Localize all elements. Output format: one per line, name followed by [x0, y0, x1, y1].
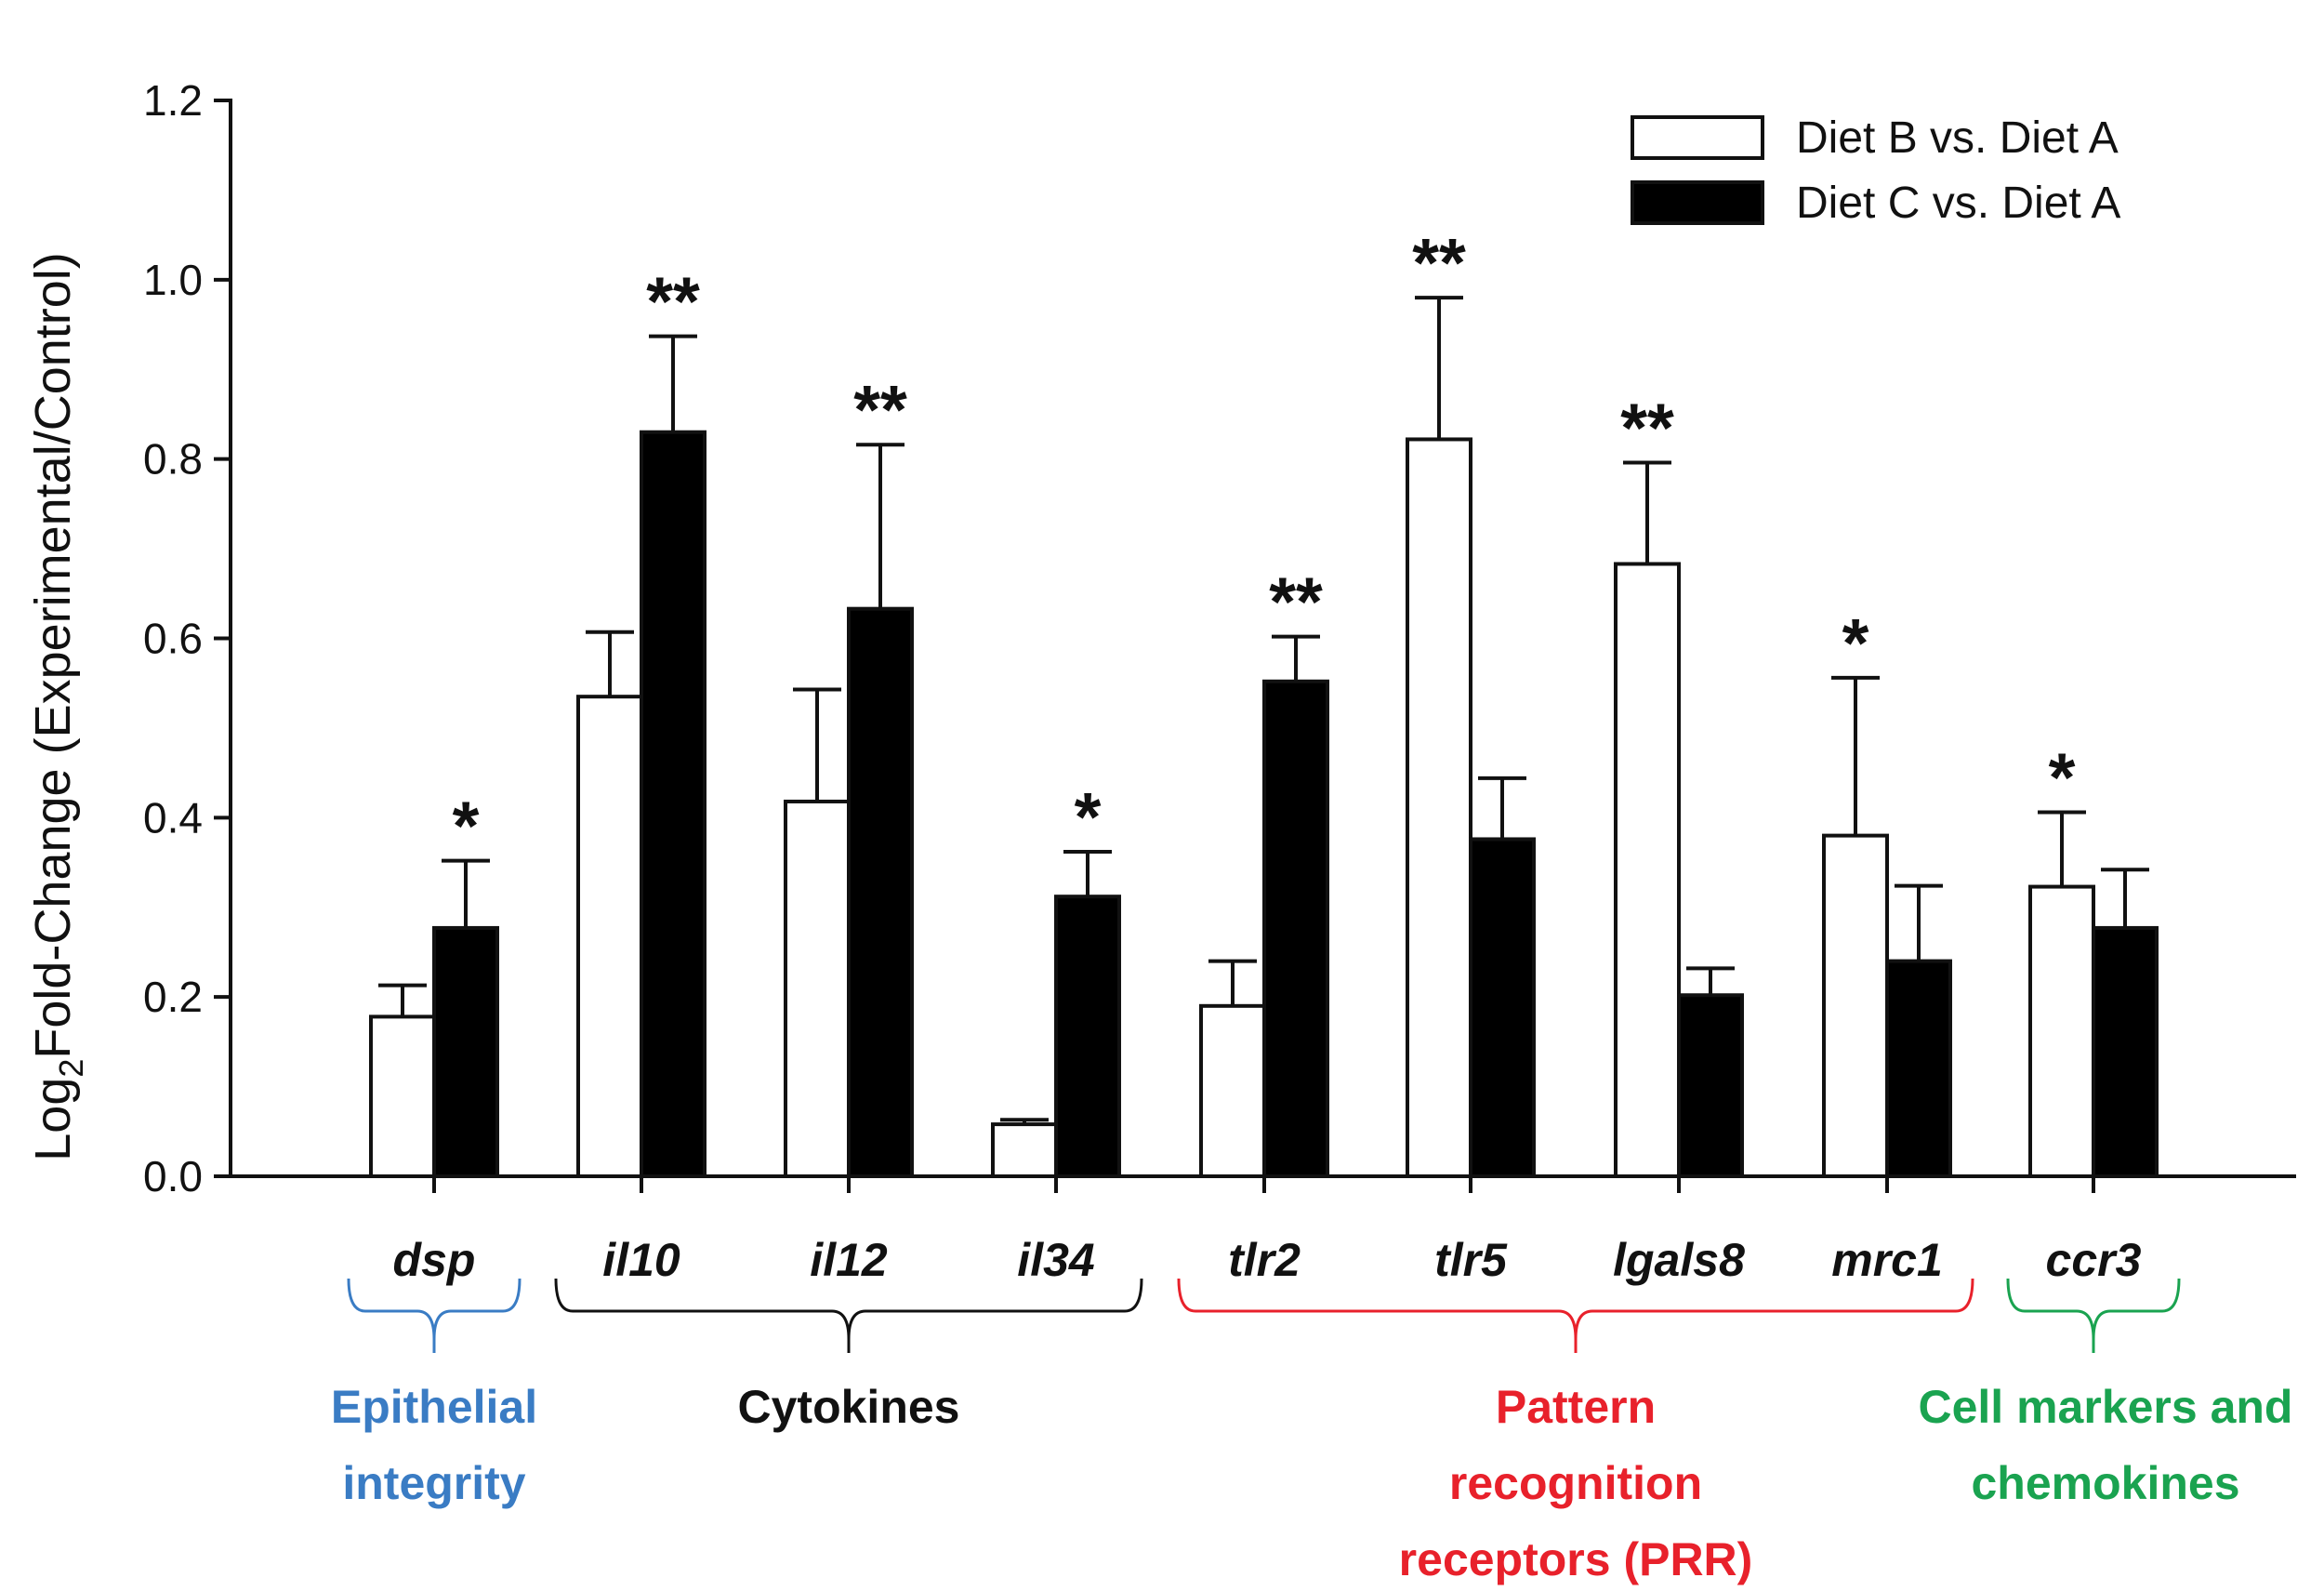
bar-lgals8-diet-b	[1614, 562, 1681, 1178]
y-axis: 0.0 0.2 0.4 0.6 0.8 1.0 1.2	[143, 76, 232, 1200]
group-label-line: receptors (PRR)	[1399, 1533, 1753, 1585]
bar-mrc1-diet-b	[1822, 833, 1889, 1178]
gene-label-lgals8: lgals8	[1613, 1234, 1745, 1286]
significance-marker: **	[1269, 563, 1323, 641]
group-label-line: recognition	[1449, 1457, 1702, 1509]
bar-il10-diet-c	[640, 430, 706, 1179]
bar-tlr5-diet-c	[1469, 837, 1536, 1178]
y-axis-title: Log2Fold-Change (Experimental/Control)	[25, 252, 90, 1161]
legend-swatch-diet-b	[1631, 115, 1764, 160]
group-label-line: Epithelial	[331, 1381, 537, 1433]
significance-markers: **************	[453, 224, 2076, 864]
bars	[369, 430, 2159, 1179]
bar-tlr5-diet-b	[1406, 437, 1472, 1178]
y-tick-label: 0.4	[143, 793, 203, 842]
group-label-line: Cytokines	[738, 1381, 960, 1433]
bar-mrc1-diet-c	[1885, 959, 1952, 1178]
gene-labels: dsp il10 il12 il34 tlr2 tlr5 lgals8 mrc1 ccr3	[393, 1234, 2142, 1286]
y-tick-label: 0.6	[143, 615, 203, 663]
bar-il34-diet-c	[1054, 895, 1121, 1178]
x-axis	[231, 1174, 2296, 1193]
significance-marker: **	[853, 371, 907, 448]
group-label-line: chemokines	[1971, 1457, 2239, 1509]
group-label-line: integrity	[342, 1457, 525, 1509]
gene-label-dsp: dsp	[393, 1234, 476, 1286]
group-label-line: Pattern	[1496, 1381, 1656, 1433]
y-tick-label: 0.8	[143, 435, 203, 484]
gene-label-ccr3: ccr3	[2046, 1234, 2142, 1286]
bar-tlr2-diet-c	[1262, 679, 1329, 1178]
bar-dsp-diet-b	[369, 1014, 436, 1178]
gene-label-tlr5: tlr5	[1434, 1234, 1508, 1286]
gene-label-tlr2: tlr2	[1228, 1234, 1301, 1286]
legend-label: Diet B vs. Diet A	[1796, 113, 2119, 163]
bar-lgals8-diet-c	[1677, 993, 1744, 1178]
bar-il10-diet-b	[576, 695, 643, 1178]
significance-marker: **	[1412, 224, 1466, 301]
bar-dsp-diet-c	[432, 925, 499, 1178]
gene-label-il10: il10	[602, 1234, 680, 1286]
significance-marker: *	[2049, 739, 2076, 816]
significance-marker: **	[1620, 390, 1674, 467]
bar-tlr2-diet-b	[1199, 1003, 1266, 1179]
bar-il12-diet-c	[847, 606, 914, 1178]
group-brace	[2006, 1278, 2181, 1353]
group-brace	[554, 1278, 1143, 1353]
gene-label-il12: il12	[810, 1234, 888, 1286]
significance-marker: *	[453, 788, 480, 865]
group-brace	[1177, 1278, 1974, 1353]
bar-ccr3-diet-c	[2092, 925, 2159, 1178]
y-tick-label: 1.2	[143, 76, 203, 125]
y-tick-label: 1.0	[143, 256, 203, 304]
significance-marker: **	[646, 263, 700, 340]
bar-il12-diet-b	[784, 799, 851, 1178]
group-braces: Epithelial integrity Cytokines Pattern recog…	[331, 1278, 2293, 1585]
gene-label-mrc1: mrc1	[1831, 1234, 1943, 1286]
group-label-line: Cell markers and	[1919, 1381, 2293, 1433]
legend: Diet B vs. Diet A Diet C vs. Diet A	[1631, 113, 2120, 228]
y-tick-label: 0.0	[143, 1152, 203, 1200]
bar-il34-diet-b	[991, 1122, 1058, 1179]
y-tick-label: 0.2	[143, 973, 203, 1021]
error-bars	[378, 296, 2149, 1125]
gene-label-il34: il34	[1017, 1234, 1094, 1286]
significance-marker: *	[1842, 604, 1869, 682]
significance-marker: *	[1075, 778, 1102, 855]
group-brace	[347, 1278, 522, 1353]
legend-swatch-diet-c	[1631, 180, 1764, 225]
bar-ccr3-diet-b	[2028, 884, 2095, 1178]
legend-label: Diet C vs. Diet A	[1796, 179, 2120, 228]
